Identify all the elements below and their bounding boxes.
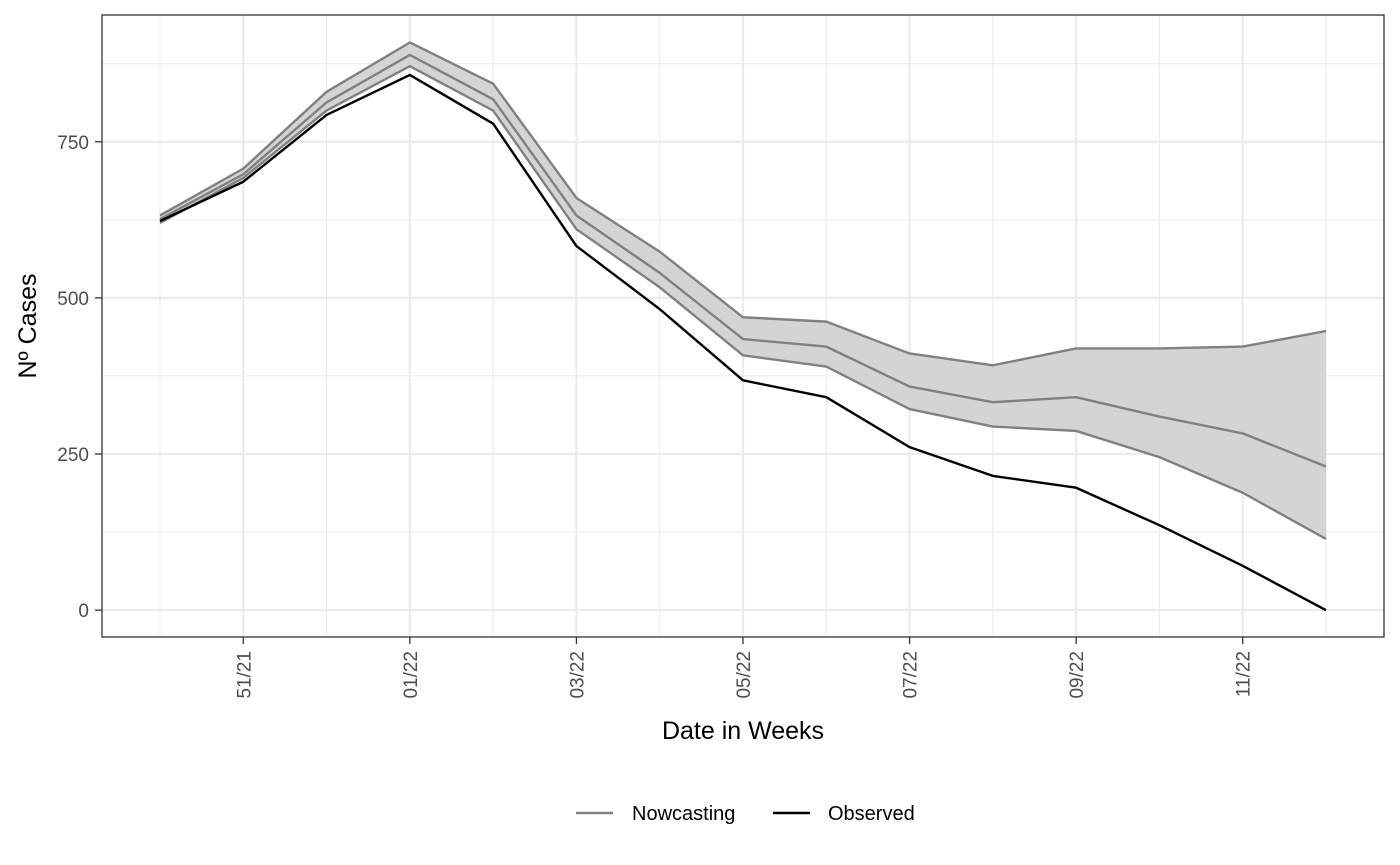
legend-label-nowcasting: Nowcasting xyxy=(632,803,735,825)
grid-major xyxy=(102,15,1384,637)
x-tick-label: 51/21 xyxy=(234,651,255,699)
x-tick-label: 11/22 xyxy=(1234,651,1255,697)
nowcasting-band xyxy=(160,42,1326,539)
x-tick-label: 09/22 xyxy=(1067,651,1088,699)
nowcasting-lower-line xyxy=(159,65,1327,540)
y-tick-label: 0 xyxy=(78,601,89,622)
x-axis-title: Date in Weeks xyxy=(662,717,824,745)
x-tick-label: 03/22 xyxy=(567,651,588,699)
series-lines xyxy=(159,41,1327,612)
y-axis-title: Nº Cases xyxy=(14,274,42,379)
y-tick-label: 250 xyxy=(57,445,89,466)
x-axis: 51/21 01/22 03/22 05/22 07/22 09/22 11/22 xyxy=(234,637,1255,699)
y-tick-label: 750 xyxy=(57,133,89,154)
legend-label-observed: Observed xyxy=(828,803,915,825)
y-tick-label: 500 xyxy=(57,289,89,310)
observed-line xyxy=(159,73,1327,612)
uncertainty-band xyxy=(160,42,1326,539)
x-tick-label: 07/22 xyxy=(901,651,922,699)
legend: Nowcasting Observed xyxy=(576,803,915,825)
x-tick-label: 01/22 xyxy=(401,651,422,699)
nowcasting-upper-line xyxy=(159,41,1327,367)
y-axis: 0 250 500 750 xyxy=(57,133,102,622)
nowcasting-line xyxy=(159,53,1327,468)
x-tick-label: 05/22 xyxy=(734,651,755,699)
